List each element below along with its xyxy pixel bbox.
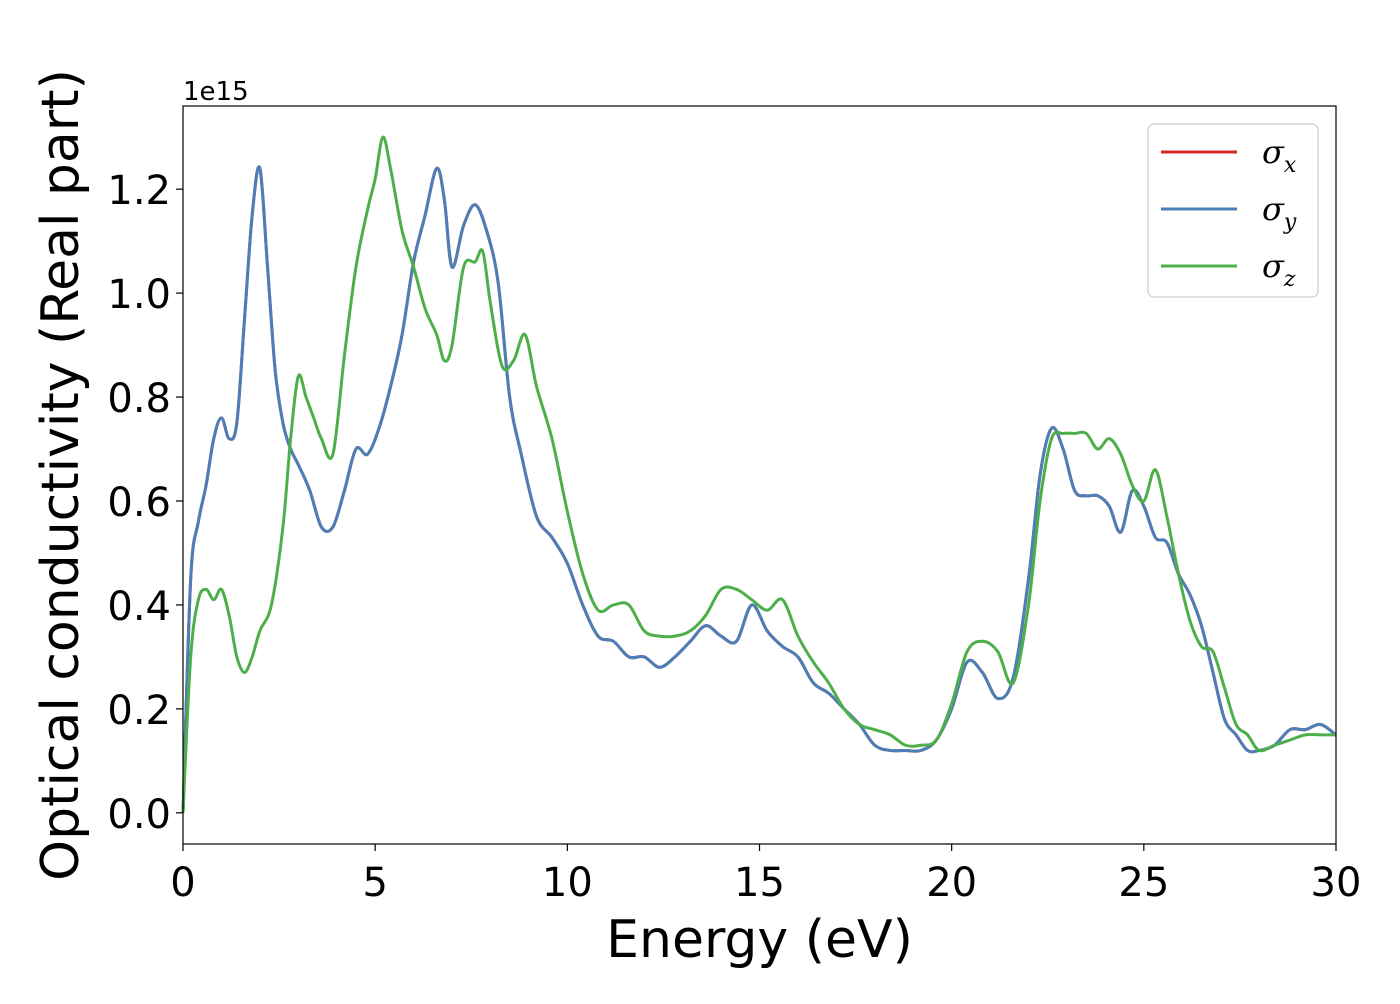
series-layer: [181, 135, 1337, 813]
y-tick-label: 0.4: [107, 584, 171, 630]
x-tick-label: 5: [362, 860, 387, 906]
y-tick-label: 1.2: [107, 168, 171, 214]
x-tick-label: 10: [542, 860, 593, 906]
x-tick-label: 30: [1311, 860, 1362, 906]
y-tick-label: 0.2: [107, 688, 171, 734]
x-tick-label: 0: [170, 860, 195, 906]
series-line-sigma-z: [181, 135, 1336, 813]
y-tick-label: 0.6: [107, 480, 171, 526]
x-axis-ticks: 0 5 10 15 20 25 30: [170, 844, 1361, 906]
y-tick-label: 0.0: [107, 792, 171, 838]
x-axis-title: Energy (eV): [606, 910, 913, 970]
x-tick-label: 20: [926, 860, 977, 906]
y-tick-label: 1.0: [107, 272, 171, 318]
y-offset-text: 1e15: [183, 77, 249, 107]
y-tick-label: 0.8: [107, 376, 171, 422]
y-axis-title: Optical conductivity (Real part): [31, 69, 91, 881]
x-tick-label: 25: [1118, 860, 1169, 906]
x-tick-label: 15: [734, 860, 785, 906]
plot-area: [183, 106, 1336, 844]
y-axis-ticks: 0.0 0.2 0.4 0.6 0.8 1.0 1.2: [107, 168, 183, 838]
